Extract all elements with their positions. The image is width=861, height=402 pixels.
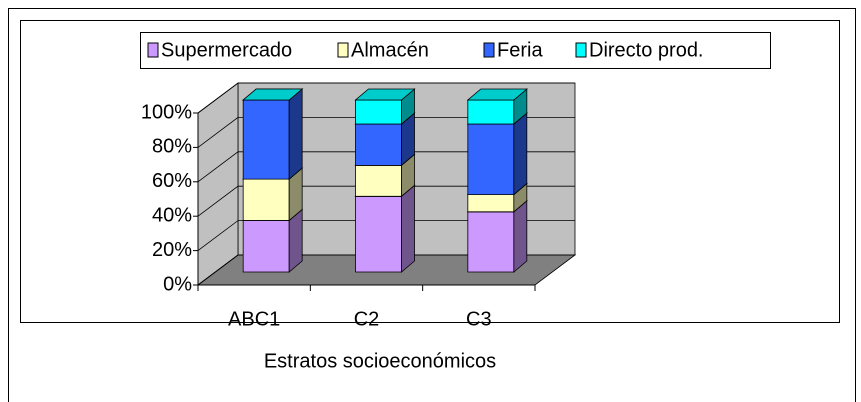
side-wall (197, 82, 239, 286)
bar-segment (466, 199, 528, 273)
grid-line (197, 220, 575, 251)
bar-front (355, 99, 402, 125)
legend-label: Directo prod. (589, 39, 704, 61)
grid-line (197, 185, 575, 217)
legend-box (140, 32, 771, 69)
bar-segment (242, 88, 304, 180)
bar-front (242, 99, 290, 180)
outer-frame (8, 8, 856, 402)
y-tick-label: 40% (152, 204, 192, 226)
legend-swatch (337, 42, 349, 58)
bar-front (355, 164, 402, 197)
legend-swatch (483, 42, 495, 58)
bar-segment (466, 88, 528, 125)
y-tick-label: 0% (163, 273, 192, 295)
bar-top (242, 88, 304, 101)
legend-swatch (575, 42, 587, 58)
y-tick-label: 60% (152, 170, 192, 192)
bar-front (355, 195, 402, 273)
x-tick-label: ABC1 (228, 308, 280, 330)
bar-segment (466, 112, 528, 196)
bar-segment (242, 88, 304, 101)
bar-side (513, 112, 528, 196)
legend-swatch (147, 42, 159, 58)
y-tick-label: 100% (141, 101, 192, 123)
bar-front (242, 178, 290, 221)
bar-front (467, 99, 515, 125)
grid-line (197, 151, 575, 183)
x-tick-label: C2 (354, 308, 380, 330)
bar-side (401, 184, 415, 273)
bar-side (513, 199, 528, 273)
bar-side (288, 88, 303, 180)
bar-front (467, 211, 515, 273)
bar-front (467, 123, 515, 196)
grid-line (197, 82, 575, 114)
bar-front (467, 194, 515, 213)
bar-segment (354, 184, 416, 273)
bar-top (354, 88, 416, 101)
bar-top (466, 88, 528, 101)
legend-label: Almacén (351, 39, 429, 61)
bar-front (242, 219, 290, 273)
bar-front (355, 123, 402, 166)
x-tick-label: C3 (466, 308, 492, 330)
y-tick-label: 80% (152, 136, 192, 158)
x-axis-title: Estratos socioeconómicos (264, 350, 496, 372)
bar-segment (354, 88, 416, 125)
y-tick-label: 20% (152, 239, 192, 261)
legend-label: Supermercado (161, 39, 292, 61)
grid-line (197, 117, 575, 148)
legend-label: Feria (497, 39, 543, 61)
grid-line (197, 254, 575, 286)
